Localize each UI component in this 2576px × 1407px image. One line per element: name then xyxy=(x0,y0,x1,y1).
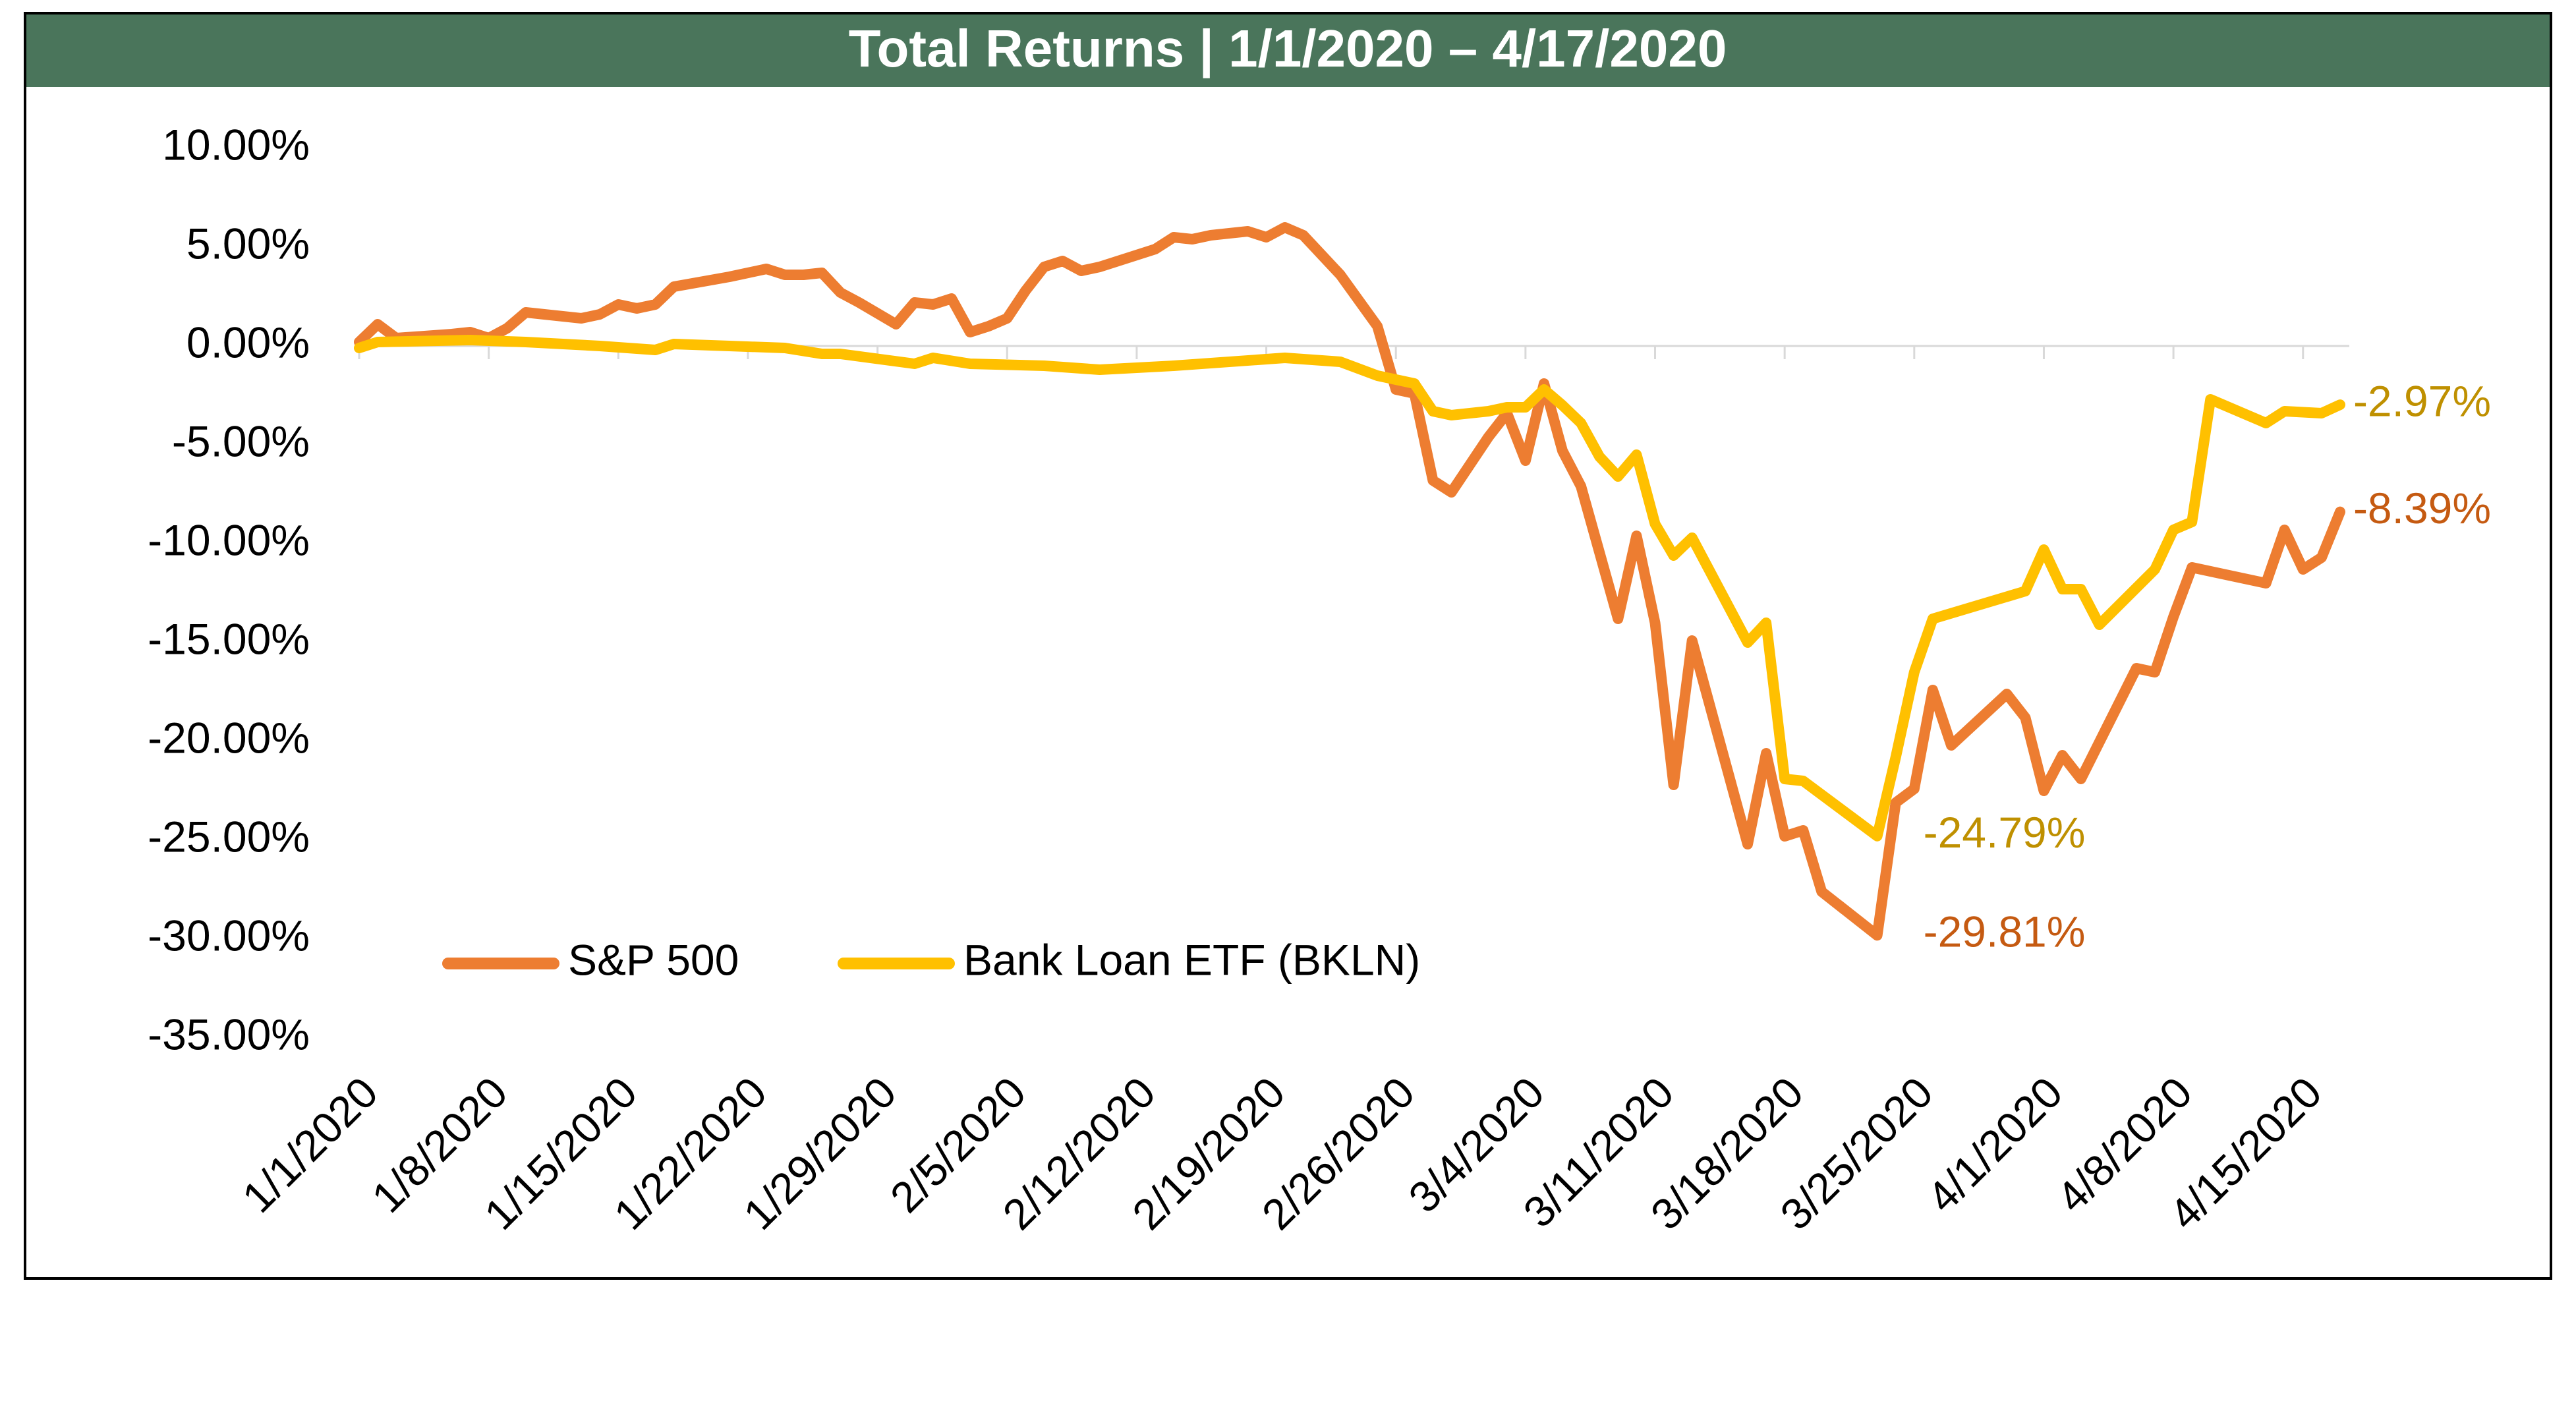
data-label: -8.39% xyxy=(2353,484,2491,532)
y-tick-label: -10.00% xyxy=(148,515,310,564)
y-tick-label: 0.00% xyxy=(186,318,310,366)
series-line-bkln xyxy=(354,335,2345,842)
legend-label-sp500: S&P 500 xyxy=(568,935,739,984)
data-label: -24.79% xyxy=(1924,808,2086,857)
y-tick-label: -30.00% xyxy=(148,911,310,960)
legend: S&P 500 Bank Loan ETF (BKLN) xyxy=(442,935,1420,984)
y-tick-label: -25.00% xyxy=(148,812,310,861)
y-tick-label: -5.00% xyxy=(172,416,310,465)
data-label: -2.97% xyxy=(2353,377,2491,426)
y-tick-label: 10.00% xyxy=(162,120,310,169)
y-tick-label: -15.00% xyxy=(148,614,310,663)
data-label: -29.81% xyxy=(1924,907,2086,956)
y-axis: 10.00% 5.00% 0.00% -5.00% -10.00% -15.00% -20.… xyxy=(148,120,310,1058)
annotations: -2.97% -8.39% -24.79% -29.81% xyxy=(1924,377,2491,956)
chart-title: Total Returns | 1/1/2020 – 4/17/2020 xyxy=(849,19,1727,78)
y-tick-label: 5.00% xyxy=(186,219,310,268)
y-tick-label: -20.00% xyxy=(148,713,310,762)
series-line-sp500 xyxy=(354,222,2345,941)
y-tick-label: -35.00% xyxy=(148,1010,310,1058)
legend-label-bkln: Bank Loan ETF (BKLN) xyxy=(963,935,1420,984)
x-axis: 1/1/20201/8/20201/15/20201/22/20201/29/2… xyxy=(233,345,2349,1239)
series-layer xyxy=(354,222,2345,941)
title-bar xyxy=(26,14,2550,87)
